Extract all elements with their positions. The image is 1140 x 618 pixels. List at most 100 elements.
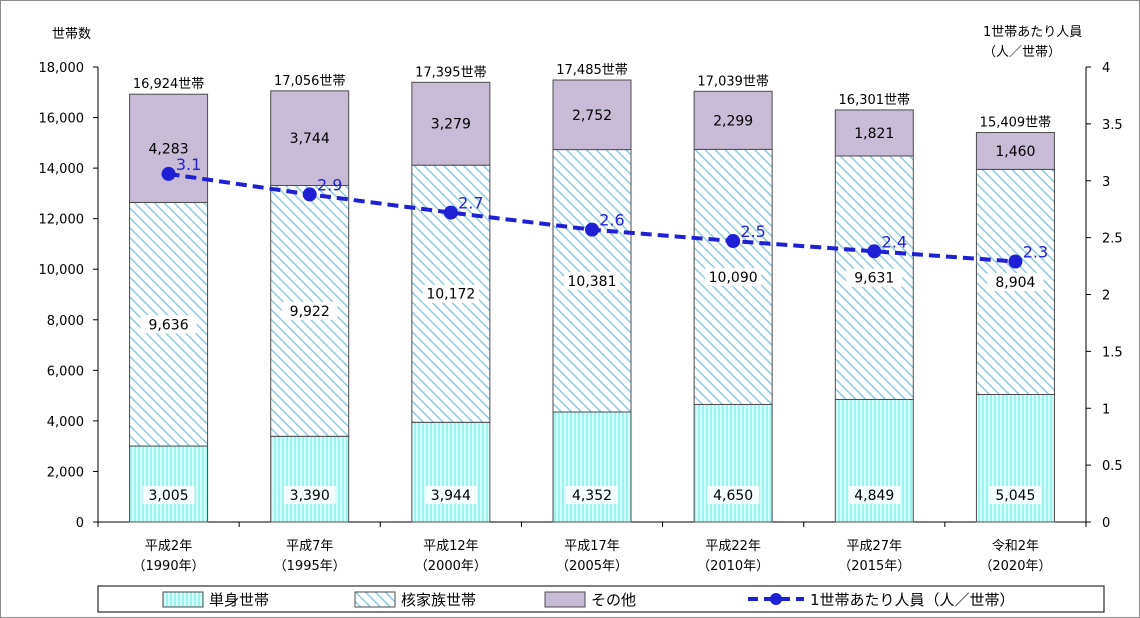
y-left-tick-label: 14,000 — [39, 162, 85, 177]
label-background — [989, 486, 1042, 504]
legend-label-4: 1世帯あたり人員（人／世帯） — [810, 591, 1015, 609]
y-right-tick-label: 2 — [1102, 289, 1110, 304]
bar-other — [552, 79, 632, 151]
x-tick-label: 平成17年 — [564, 539, 620, 554]
label-nuclear-family: 10,381 — [568, 274, 617, 290]
total-label: 17,395世帯 — [415, 65, 487, 80]
bar-series — [129, 79, 1055, 523]
y-right-tick-label: 1.5 — [1102, 345, 1123, 360]
y-right-axis-title-line1: 1世帯あたり人員 — [983, 25, 1082, 40]
label-other: 2,299 — [713, 113, 753, 129]
x-tick-label: 平成27年 — [847, 539, 903, 554]
ratio-point — [161, 166, 176, 181]
legend-box — [97, 585, 1105, 613]
x-tick-label: （2010年） — [697, 559, 769, 574]
ratio-label: 2.6 — [599, 211, 624, 230]
ratio-label: 2.7 — [458, 194, 483, 213]
ratio-point — [585, 222, 599, 237]
bar-other — [411, 81, 491, 166]
bar-other — [975, 131, 1055, 170]
y-left-tick-label: 0 — [76, 516, 84, 531]
label-other: 2,752 — [572, 108, 612, 124]
bar-other — [270, 90, 350, 187]
bar-other — [693, 90, 773, 150]
x-tick-label: （2005年） — [556, 559, 628, 574]
total-label: 17,485世帯 — [556, 63, 628, 78]
label-single-household: 3,944 — [431, 488, 471, 504]
bar-single-household — [411, 421, 491, 523]
legend-swatch-2 — [354, 591, 396, 608]
label-nuclear-family: 10,172 — [426, 287, 475, 303]
x-tick-label: （2020年） — [979, 559, 1051, 574]
legend: 単身世帯 核家族世帯 その他 1世帯あたり人員（人／世帯） — [97, 585, 1105, 613]
label-single-household: 3,005 — [149, 488, 189, 504]
legend-label-2: 核家族世帯 — [401, 591, 476, 609]
x-tick-label: （2000年） — [415, 559, 487, 574]
x-tick-label: 平成7年 — [286, 539, 333, 554]
label-nuclear-family: 9,631 — [854, 271, 894, 287]
label-background — [424, 486, 477, 504]
ratio-point — [1008, 254, 1023, 269]
y-left-tick-label: 12,000 — [39, 213, 85, 228]
x-tick-label: 平成12年 — [423, 539, 479, 554]
bar-single-household — [129, 445, 209, 523]
y-right-axis-title-line2: （人／世帯） — [983, 45, 1061, 60]
label-nuclear-family: 8,904 — [995, 275, 1035, 291]
ratio-label: 2.5 — [740, 222, 765, 241]
label-background — [846, 268, 903, 287]
y-right-tick-label: 0 — [1102, 516, 1110, 531]
y-left-tick-label: 6,000 — [47, 364, 84, 379]
bar-other — [834, 109, 914, 157]
y-right-tick-label: 3 — [1102, 175, 1110, 190]
label-other: 1,460 — [995, 144, 1035, 160]
y-left-axis-title: 世帯数 — [52, 27, 91, 42]
data-labels: 3,005 9,636 4,283 16,924世帯 3,390 9,922 3,744 17… — [133, 63, 1051, 504]
legend-label-1: 単身世帯 — [209, 591, 269, 609]
total-label: 17,039世帯 — [697, 74, 769, 89]
label-background — [142, 486, 195, 504]
label-background — [987, 272, 1044, 291]
ratio-point — [302, 187, 317, 202]
label-nuclear-family: 9,636 — [149, 317, 189, 333]
legend-label-3: その他 — [591, 591, 636, 609]
x-tick-label: （1995年） — [274, 559, 346, 574]
y-left-tick-label: 4,000 — [47, 415, 84, 430]
y-left-tick-label: 18,000 — [39, 61, 85, 76]
bar-other — [129, 93, 209, 203]
y-left-tick-label: 16,000 — [39, 112, 85, 127]
label-background — [707, 486, 760, 504]
label-background — [140, 315, 197, 334]
label-single-household: 4,352 — [572, 488, 612, 504]
x-tick-label: （1990年） — [133, 559, 205, 574]
ratio-label: 2.4 — [882, 232, 907, 251]
label-background — [566, 486, 618, 504]
legend-swatch-1 — [162, 591, 204, 608]
label-background — [848, 486, 901, 504]
ratio-point — [443, 205, 458, 220]
y-right-tick-label: 3.5 — [1102, 118, 1123, 133]
ratio-point — [726, 234, 741, 249]
label-other: 3,744 — [290, 131, 330, 147]
label-background — [422, 284, 479, 303]
ratio-point — [867, 244, 882, 259]
axes: 0 2,000 4,000 6,000 8,000 10,000 12,000 14,000 1… — [39, 61, 1123, 574]
legend-line-marker — [770, 593, 782, 605]
bar-single-household — [693, 403, 773, 523]
y-left-tick-label: 10,000 — [39, 263, 85, 278]
label-background — [705, 267, 762, 286]
bar-single-household — [270, 435, 350, 523]
ratio-label: 2.9 — [317, 175, 342, 194]
label-single-household: 3,390 — [290, 488, 330, 504]
y-right-tick-label: 1 — [1102, 402, 1110, 417]
total-label: 17,056世帯 — [274, 74, 346, 89]
label-background — [281, 301, 338, 320]
ratio-label: 3.1 — [176, 155, 201, 174]
label-background — [564, 271, 620, 290]
label-other: 3,279 — [431, 117, 471, 133]
total-label: 15,409世帯 — [980, 115, 1052, 130]
y-left-tick-label: 8,000 — [47, 314, 84, 329]
total-label: 16,924世帯 — [133, 77, 205, 92]
label-single-household: 5,045 — [995, 488, 1035, 504]
label-single-household: 4,650 — [713, 488, 753, 504]
